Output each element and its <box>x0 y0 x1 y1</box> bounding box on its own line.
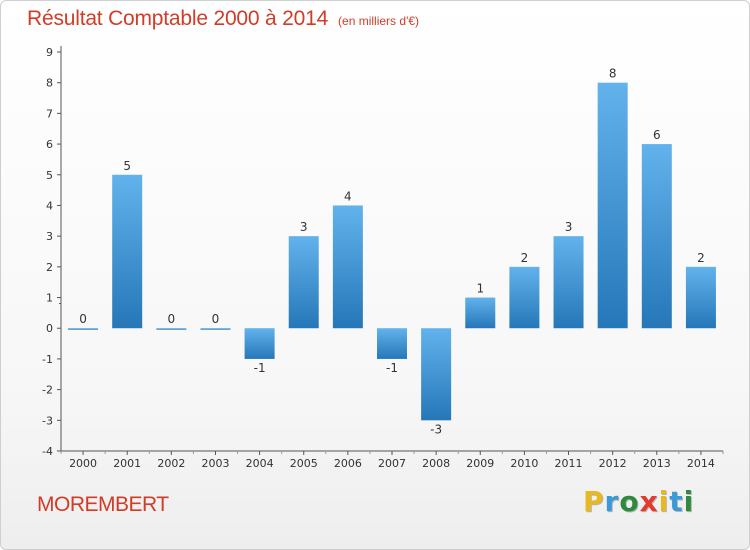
y-tick-label: 4 <box>46 199 53 212</box>
x-tick-label: 2013 <box>643 457 671 470</box>
chart-title: Résultat Comptable 2000 à 2014 <box>27 7 329 30</box>
y-tick-label: 3 <box>46 230 53 243</box>
bar <box>332 205 363 329</box>
bar-value-label: 0 <box>79 312 87 326</box>
x-tick-label: 2008 <box>422 457 450 470</box>
bar <box>685 266 716 329</box>
y-tick-label: 6 <box>46 138 53 151</box>
bar-value-label: 0 <box>168 312 176 326</box>
x-tick-label: 2011 <box>555 457 583 470</box>
bar-value-label: 4 <box>344 189 352 203</box>
chart-title-block: Résultat Comptable 2000 à 2014 (en millie… <box>27 7 419 31</box>
bar <box>244 328 275 359</box>
logo-letter: o <box>619 485 640 518</box>
bar-value-label: -1 <box>386 361 398 375</box>
logo-letter: r <box>604 485 620 518</box>
bar-value-label: 8 <box>609 67 617 81</box>
bar-value-label: 6 <box>653 128 661 142</box>
x-tick-label: 2004 <box>246 457 274 470</box>
y-tick-label: 8 <box>46 77 53 90</box>
bar <box>200 328 231 330</box>
y-tick-label: 0 <box>46 322 53 335</box>
bar-value-label: 5 <box>123 159 131 173</box>
bar <box>641 144 672 329</box>
y-tick-label: 5 <box>46 169 53 182</box>
y-tick-label: -1 <box>42 353 53 366</box>
bar <box>288 236 319 329</box>
bar <box>597 82 628 329</box>
y-tick-label: -3 <box>42 414 53 427</box>
x-tick-label: 2005 <box>290 457 318 470</box>
bar <box>465 297 496 329</box>
bar-value-label: -1 <box>254 361 266 375</box>
bar-value-label: -3 <box>430 422 442 436</box>
logo-letter: t <box>669 485 684 518</box>
y-tick-label: 1 <box>46 292 53 305</box>
bar <box>553 236 584 329</box>
y-tick-label: 2 <box>46 261 53 274</box>
x-tick-label: 2010 <box>510 457 538 470</box>
x-tick-label: 2002 <box>157 457 185 470</box>
y-tick-label: 7 <box>46 107 53 120</box>
logo-letter: P <box>583 485 605 518</box>
x-tick-label: 2001 <box>113 457 141 470</box>
x-tick-label: 2012 <box>599 457 627 470</box>
bar-value-label: 2 <box>521 251 529 265</box>
bar <box>68 328 99 330</box>
chart-unit: (en milliers d'€) <box>338 14 420 28</box>
place-name: MOREMBERT <box>37 493 169 516</box>
logo-letter: x <box>639 485 659 518</box>
bar <box>377 328 407 359</box>
bar <box>156 328 187 330</box>
logo-letter: i <box>658 485 670 518</box>
bar-value-label: 1 <box>476 282 484 296</box>
bar-value-label: 3 <box>300 220 308 234</box>
bar-value-label: 3 <box>565 220 573 234</box>
y-tick-label: -2 <box>42 384 53 397</box>
logo-letter: i <box>683 485 695 518</box>
y-tick-label: 9 <box>46 46 53 59</box>
bar-value-label: 0 <box>212 312 220 326</box>
x-tick-label: 2009 <box>466 457 494 470</box>
bar <box>112 174 143 329</box>
bar <box>509 266 540 329</box>
bar-value-label: 2 <box>697 251 705 265</box>
bar <box>421 328 452 421</box>
x-tick-label: 2000 <box>69 457 97 470</box>
x-tick-label: 2014 <box>687 457 715 470</box>
y-tick-label: -4 <box>42 445 53 458</box>
x-tick-label: 2007 <box>378 457 406 470</box>
x-tick-label: 2003 <box>201 457 229 470</box>
x-tick-label: 2006 <box>334 457 362 470</box>
proxiti-logo: Proxiti <box>583 485 694 518</box>
